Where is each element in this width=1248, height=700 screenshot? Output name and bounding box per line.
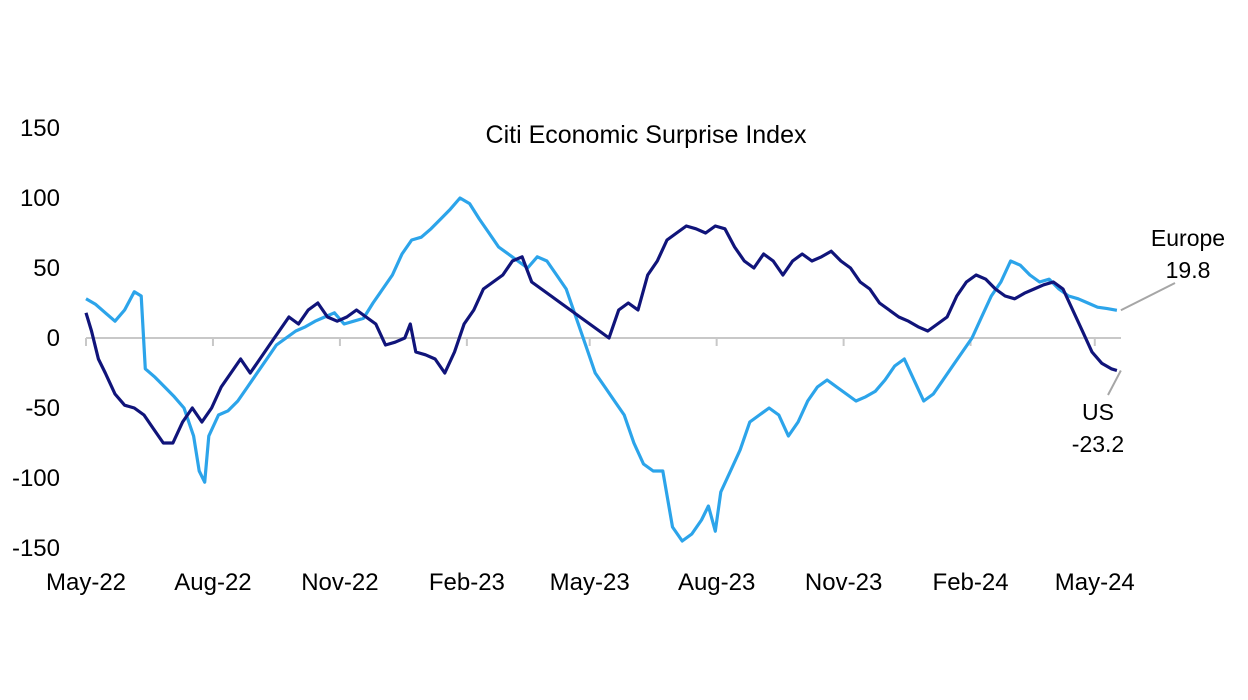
x-tick-label: Nov-23 [805, 569, 882, 596]
y-tick-label: -50 [25, 395, 60, 422]
y-axis-ticks: 150 100 50 0 -50 -100 -150 [12, 115, 60, 562]
y-tick-label: 100 [20, 185, 60, 212]
annotation-value-us: -23.2 [1072, 431, 1124, 457]
y-tick-label: -100 [12, 465, 60, 492]
annotation-leader-europe [1120, 282, 1176, 312]
x-tick-label: May-24 [1055, 569, 1135, 596]
x-tick-label: Aug-22 [174, 569, 251, 596]
x-tick-label: May-23 [550, 569, 630, 596]
y-tick-label: 50 [33, 255, 60, 282]
annotations: Europe 19.8 US -23.2 [1072, 225, 1225, 457]
y-tick-label: 150 [20, 115, 60, 142]
y-tick-label: -150 [12, 535, 60, 562]
x-axis-ticks: May-22 Aug-22 Nov-22 Feb-23 May-23 Aug-23 Nov-… [46, 338, 1135, 596]
x-tick-label: Feb-24 [933, 569, 1009, 596]
annotation-label-us: US [1082, 399, 1114, 425]
series-line-europe [85, 196, 1118, 543]
chart-title: Citi Economic Surprise Index [486, 121, 807, 149]
x-tick-label: Nov-22 [301, 569, 378, 596]
annotation-leader-us [1107, 370, 1122, 396]
series-lines [84, 196, 1118, 543]
annotation-value-europe: 19.8 [1166, 257, 1211, 283]
x-tick-label: Aug-23 [678, 569, 755, 596]
annotation-label-europe: Europe [1151, 225, 1225, 251]
y-tick-label: 0 [47, 325, 60, 352]
x-tick-label: Feb-23 [429, 569, 505, 596]
x-tick-label: May-22 [46, 569, 126, 596]
series-line-us [84, 224, 1118, 445]
